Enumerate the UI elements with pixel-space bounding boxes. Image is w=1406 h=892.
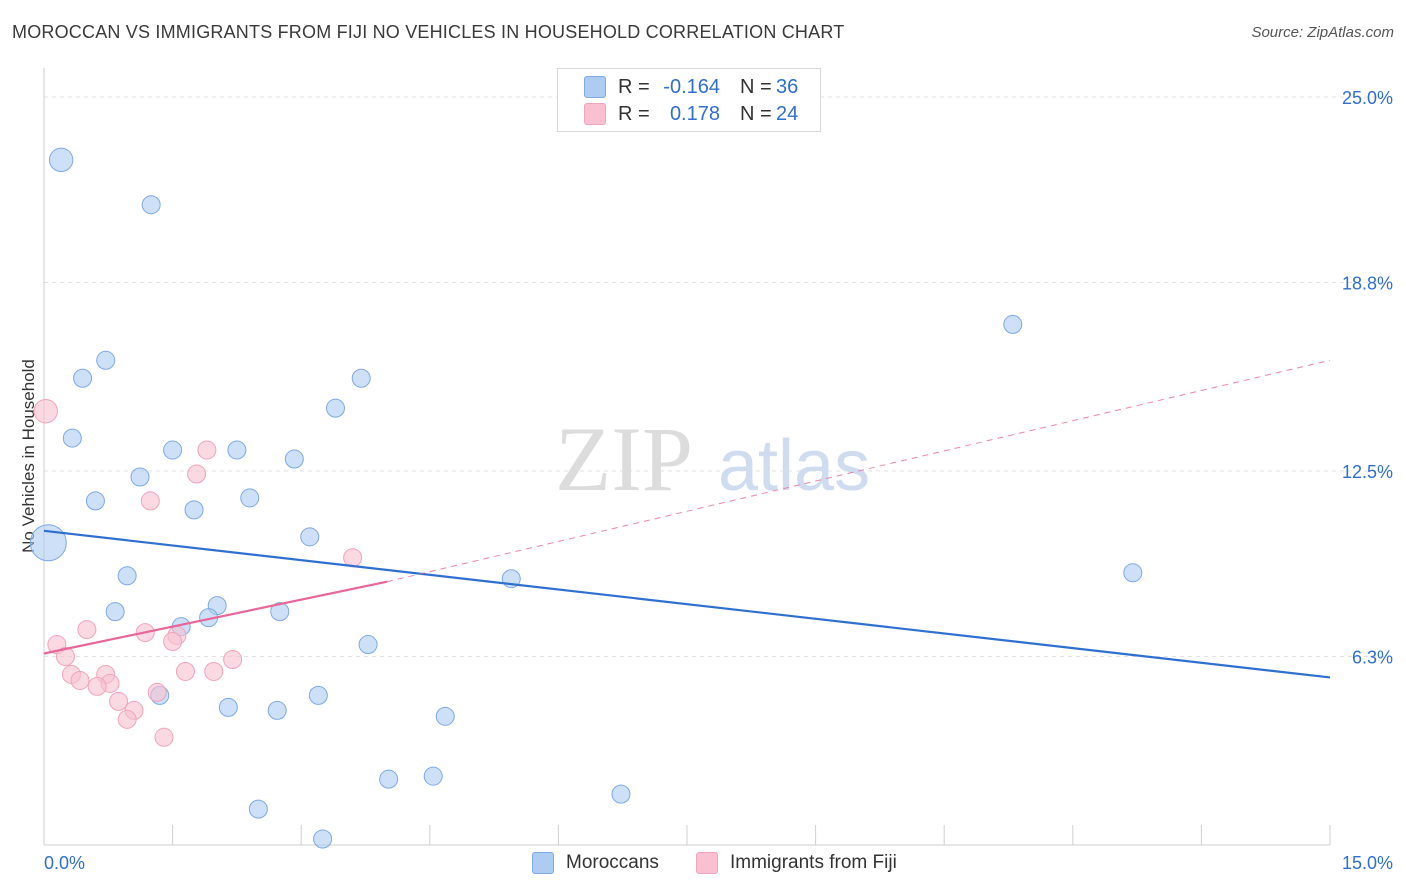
point-moroccans [270, 602, 290, 622]
point-fiji [197, 440, 217, 460]
y-tick-label: 25.0% [1342, 88, 1393, 108]
point-moroccans [435, 706, 455, 726]
point-moroccans [358, 635, 378, 655]
point-fiji [154, 727, 174, 747]
stats-legend-row-moroccans: R = -0.164 N = 36 [558, 74, 798, 100]
point-moroccans [227, 440, 247, 460]
stats-legend-row-fiji: R = 0.178 N = 24 [558, 101, 798, 127]
point-moroccans [62, 428, 82, 448]
legend-swatch-moroccans [584, 76, 606, 98]
trendline-fiji-extension [386, 359, 1331, 583]
point-fiji [77, 620, 97, 640]
legend-swatch-moroccans [532, 852, 554, 874]
legend-label-moroccans: Moroccans [566, 852, 659, 873]
point-moroccans [267, 700, 287, 720]
r-value: 0.178 [669, 102, 720, 125]
chart-title: MOROCCAN VS IMMIGRANTS FROM FIJI NO VEHI… [12, 22, 845, 42]
y-axis-label: No Vehicles in Household [19, 359, 38, 553]
point-moroccans [85, 491, 105, 511]
point-moroccans [117, 566, 137, 586]
point-moroccans [218, 697, 238, 717]
point-fiji [109, 691, 129, 711]
point-fiji [175, 661, 195, 681]
point-moroccans [379, 769, 399, 789]
point-fiji [70, 670, 90, 690]
point-fiji [87, 676, 107, 696]
point-moroccans [423, 766, 443, 786]
r-value: -0.164 [663, 75, 720, 98]
point-moroccans [141, 195, 161, 215]
point-moroccans [48, 147, 74, 173]
point-moroccans [96, 350, 116, 370]
point-moroccans [240, 488, 260, 508]
point-fiji [147, 682, 167, 702]
point-moroccans [73, 368, 93, 388]
point-fiji [223, 649, 243, 669]
point-fiji [343, 548, 363, 568]
y-tick-label: 12.5% [1342, 462, 1393, 482]
r-label: R = [618, 75, 650, 98]
point-fiji [204, 661, 224, 681]
point-moroccans [130, 467, 150, 487]
point-fiji [140, 491, 160, 511]
point-moroccans [1123, 563, 1143, 583]
legend-swatch-fiji [584, 103, 606, 125]
watermark-zip: ZIP [555, 408, 693, 510]
point-moroccans [163, 440, 183, 460]
point-moroccans [105, 602, 125, 622]
legend-item-fiji: Immigrants from Fiji [696, 852, 897, 874]
point-moroccans [325, 398, 345, 418]
point-fiji [55, 647, 75, 667]
r-label: R = [618, 102, 650, 125]
n-label: N = [740, 102, 772, 125]
n-value: 36 [776, 75, 799, 98]
point-fiji [117, 709, 137, 729]
point-moroccans [351, 368, 371, 388]
point-moroccans [1003, 314, 1023, 334]
legend-item-moroccans: Moroccans [532, 852, 659, 874]
point-fiji [187, 464, 207, 484]
y-tick-label: 18.8% [1342, 274, 1393, 294]
source-label: Source: ZipAtlas.com [1251, 24, 1394, 41]
point-moroccans [300, 527, 320, 547]
legend-label-fiji: Immigrants from Fiji [730, 852, 897, 873]
trendline-fiji [43, 580, 388, 655]
point-moroccans [29, 524, 67, 562]
x-tick-label: 0.0% [44, 853, 85, 873]
point-fiji [163, 632, 183, 652]
n-label: N = [740, 75, 772, 98]
point-moroccans [308, 685, 328, 705]
legend-swatch-fiji [696, 852, 718, 874]
point-moroccans [184, 500, 204, 520]
point-fiji [33, 398, 58, 424]
watermark-atlas: atlas [718, 426, 870, 506]
point-moroccans [248, 799, 268, 819]
n-value: 24 [776, 102, 799, 125]
point-moroccans [284, 449, 304, 469]
point-moroccans [313, 829, 333, 849]
series-legend: Moroccans Immigrants from Fiji [0, 852, 1406, 878]
point-moroccans [611, 784, 631, 804]
trendline-moroccans [43, 529, 1331, 679]
y-tick-label: 6.3% [1352, 648, 1393, 668]
stats-legend: R = -0.164 N = 36 R = 0.178 N = 24 [557, 68, 821, 132]
x-tick-label: 15.0% [1342, 853, 1393, 873]
